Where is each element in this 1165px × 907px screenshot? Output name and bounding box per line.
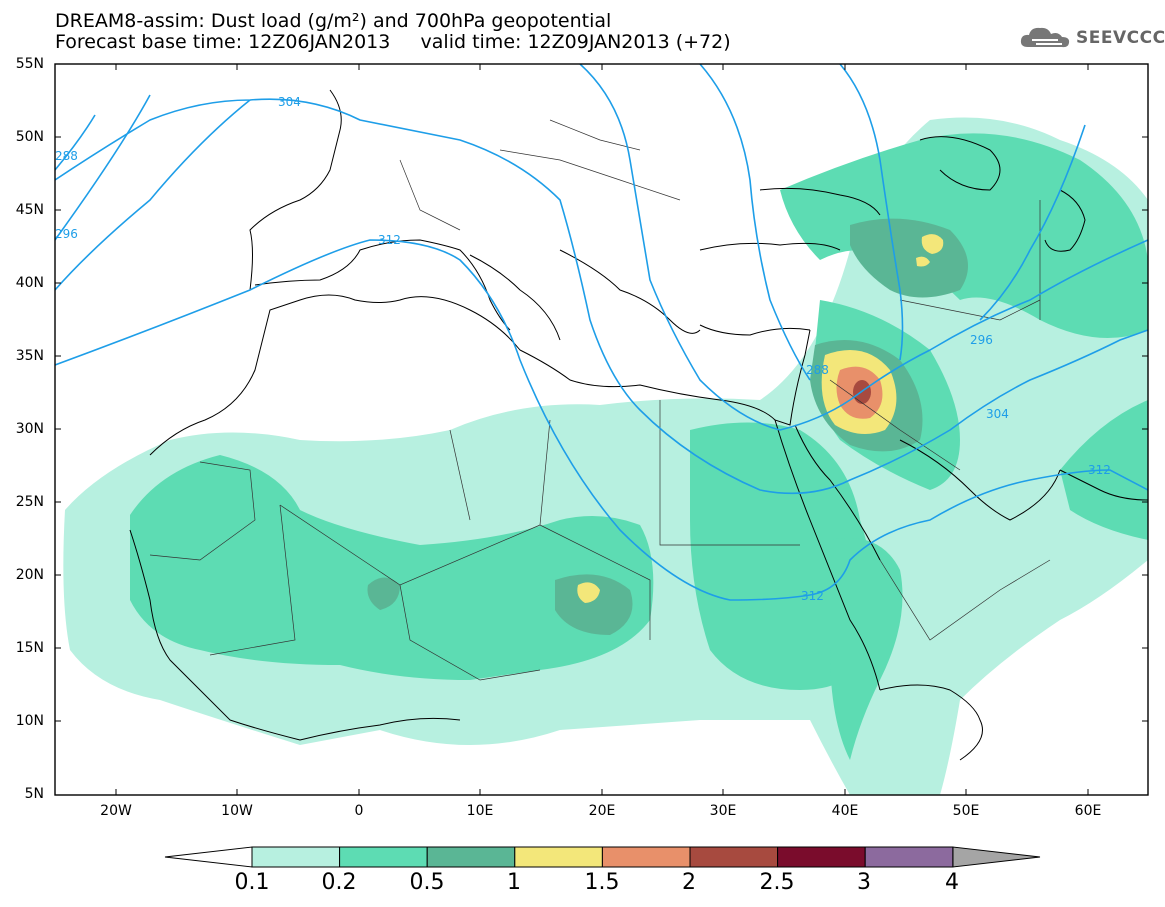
lat-label: 35N — [15, 348, 44, 364]
legend-level: 0.5 — [409, 870, 445, 895]
contour-label-288: 288 — [55, 149, 78, 163]
colorbar-swatch — [689, 846, 779, 868]
cloud-icon — [1020, 27, 1070, 48]
lon-label: 40E — [831, 803, 859, 819]
colorbar-swatch — [514, 846, 603, 868]
lon-label: 0 — [354, 803, 364, 819]
contour-label-288-east: 288 — [806, 363, 829, 377]
dust-map: 304 312 288 296 288 296 304 312 312 — [54, 63, 1149, 796]
geopotential-contours — [55, 64, 1148, 601]
contour-label-304-east: 304 — [986, 407, 1009, 421]
lon-label: 20W — [100, 803, 132, 819]
lon-label: 30E — [709, 803, 737, 819]
legend-level: 2.5 — [759, 870, 795, 895]
axis-ticks — [55, 64, 1148, 795]
lat-label: 40N — [15, 275, 44, 291]
legend-level: 2 — [682, 870, 696, 895]
lat-label: 30N — [15, 421, 44, 437]
lat-label: 15N — [15, 640, 44, 656]
lat-label: 45N — [15, 202, 44, 218]
lon-label: 10W — [221, 803, 253, 819]
seevccc-logo: SEEVCCC — [1018, 25, 1165, 51]
contour-labels: 304 312 288 296 288 296 304 312 312 — [55, 95, 1111, 603]
logo-text: SEEVCCC — [1076, 28, 1165, 48]
lat-label: 20N — [15, 567, 44, 583]
lon-label: 10E — [466, 803, 494, 819]
contour-label-312-east: 312 — [1088, 463, 1111, 477]
legend-level: 4 — [945, 870, 959, 895]
lon-label: 20E — [588, 803, 616, 819]
colorbar-swatch — [777, 846, 866, 868]
legend-level: 3 — [857, 870, 871, 895]
contour-label-296: 296 — [55, 227, 78, 241]
lat-label: 5N — [24, 786, 44, 802]
lat-label: 50N — [15, 129, 44, 145]
lat-label: 25N — [15, 494, 44, 510]
colorbar-swatch — [426, 846, 516, 868]
colorbar-left-arrow — [164, 846, 253, 868]
legend-level: 1 — [507, 870, 521, 895]
legend-level: 0.2 — [321, 870, 357, 895]
colorbar-swatch — [601, 846, 691, 868]
contour-label-312-south: 312 — [801, 589, 824, 603]
contour-label-296-east: 296 — [970, 333, 993, 347]
map-subtitle: Forecast base time: 12Z06JAN2013 valid t… — [55, 31, 731, 53]
contour-label-312: 312 — [378, 233, 401, 247]
colorbar-swatches — [251, 846, 954, 868]
lat-label: 10N — [15, 713, 44, 729]
colorbar-swatch — [251, 846, 341, 868]
colorbar-swatch — [864, 846, 954, 868]
contour-label-304: 304 — [278, 95, 301, 109]
colorbar-swatch — [339, 846, 428, 868]
map-title: DREAM8-assim: Dust load (g/m²) and 700hP… — [55, 10, 612, 32]
country-borders — [149, 119, 1051, 681]
colorbar-right-arrow — [952, 846, 1041, 868]
lat-label: 55N — [15, 56, 44, 72]
lon-label: 50E — [952, 803, 980, 819]
legend-level: 0.1 — [234, 870, 270, 895]
legend-level: 1.5 — [584, 870, 620, 895]
lon-label: 60E — [1074, 803, 1102, 819]
